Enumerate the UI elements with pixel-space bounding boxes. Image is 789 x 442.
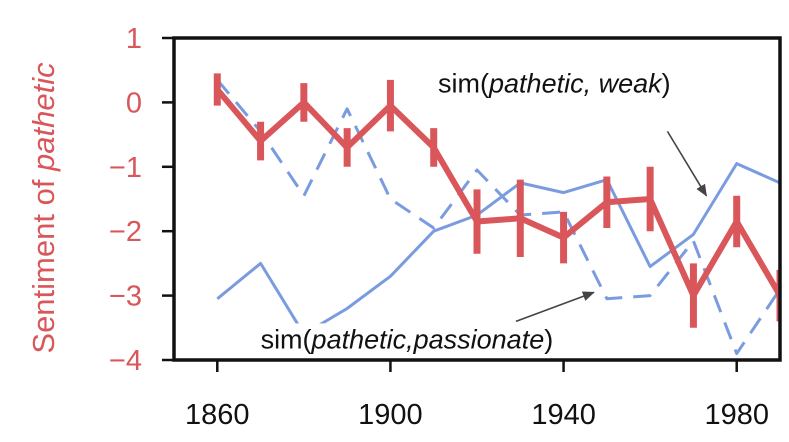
annotations: sim(pathetic, weak)sim(pathetic,passiona… (257, 67, 708, 356)
y-tick-label: 1 (126, 23, 142, 55)
x-tick-label: 1900 (358, 399, 423, 431)
annotation-label-passionate: sim(pathetic,passionate) (261, 324, 554, 354)
y-tick-label: −4 (109, 345, 142, 377)
x-tick-label: 1940 (531, 399, 596, 431)
annotation-prefix: sim( (261, 324, 312, 354)
plot-frame (172, 36, 782, 362)
annotation-background-passionate (257, 323, 557, 356)
annotation-suffix: ) (662, 69, 671, 99)
y-axis-label: Sentiment of pathetic (26, 62, 61, 354)
series-line-sentiment (215, 87, 780, 299)
x-axis: 1860 1900 1940 1980 (185, 360, 769, 431)
annotation-suffix: ) (544, 324, 553, 354)
annotation-emph: pathetic, weak (488, 69, 663, 99)
annotation-arrow-weak (666, 130, 708, 197)
y-tick-label: −1 (109, 152, 142, 184)
annotation-label-weak: sim(pathetic, weak) (438, 69, 671, 99)
y-axis-label-emph: pathetic (26, 62, 61, 172)
series-line-sim-pathetic-weak (216, 78, 780, 356)
x-tick-label: 1860 (185, 399, 250, 431)
annotation-emph: pathetic,passionate (311, 324, 545, 354)
annotation-prefix: sim( (438, 69, 489, 99)
y-axis-label-prefix: Sentiment of (26, 171, 61, 354)
y-tick-label: 0 (126, 87, 142, 119)
annotation-arrow-passionate (515, 291, 595, 323)
plot-area (213, 73, 780, 356)
x-tick-label: 1980 (704, 399, 769, 431)
y-tick-label: −3 (109, 281, 142, 313)
y-axis: 1 0 −1 −2 −3 −4 (109, 23, 174, 377)
y-tick-label: −2 (109, 216, 142, 248)
annotation-background-weak (435, 67, 674, 100)
